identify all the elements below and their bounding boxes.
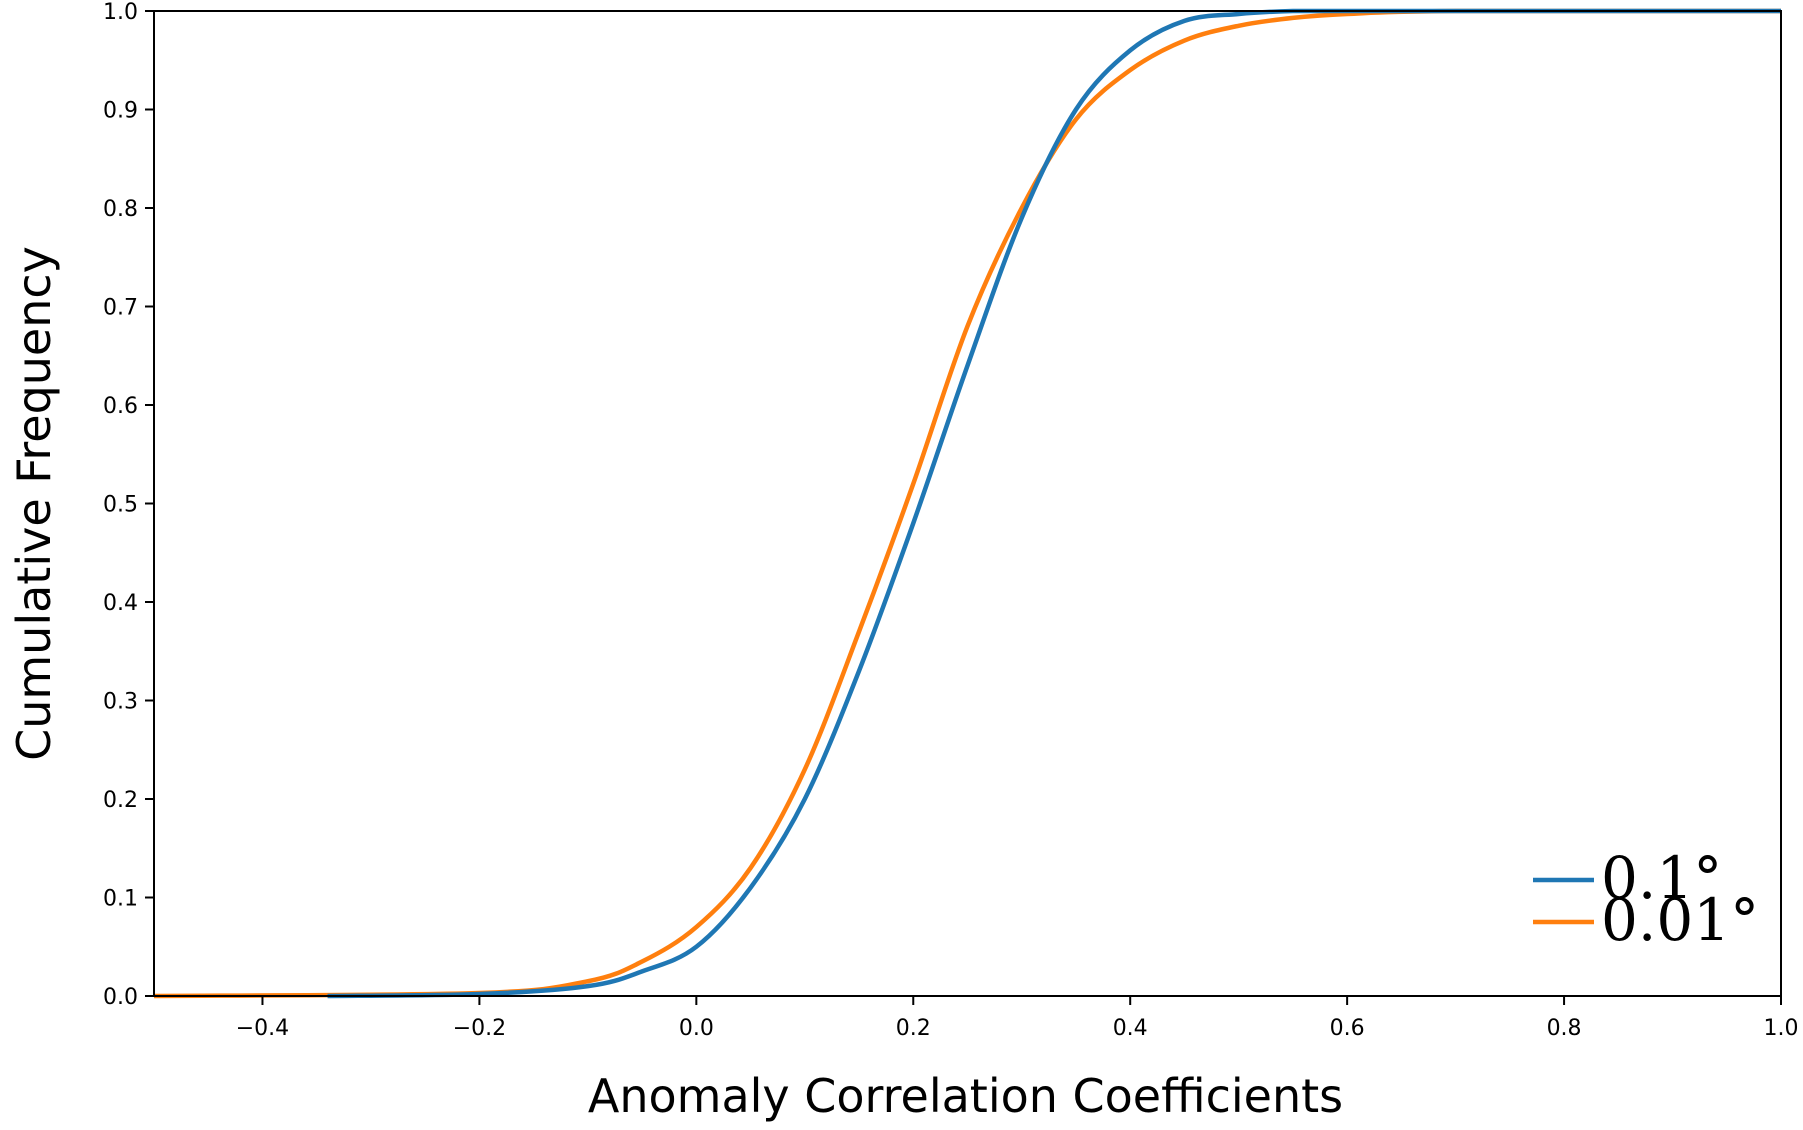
x-axis: −0.4 −0.2 0.0 0.2 0.4 0.6 0.8 1.0 bbox=[236, 996, 1799, 1041]
y-tick-label: 0.7 bbox=[103, 296, 138, 321]
x-tick-label: −0.4 bbox=[236, 1016, 289, 1041]
y-tick-label: 0.0 bbox=[103, 985, 138, 1010]
y-tick-label: 1.0 bbox=[103, 0, 138, 25]
plot-frame bbox=[153, 10, 1782, 997]
y-tick-label: 0.1 bbox=[103, 887, 138, 912]
x-tick-label: 1.0 bbox=[1764, 1016, 1799, 1041]
y-tick-label: 0.6 bbox=[103, 394, 138, 419]
x-tick-label: 0.2 bbox=[896, 1016, 931, 1041]
y-tick-label: 0.2 bbox=[103, 788, 138, 813]
y-tick-label: 0.9 bbox=[103, 99, 138, 124]
y-axis: 0.0 0.1 0.2 0.3 0.4 0.5 0.6 0.7 0.8 0.9 1.0 bbox=[103, 0, 154, 1010]
series-line-1 bbox=[153, 8, 1781, 999]
y-tick-label: 0.8 bbox=[103, 197, 138, 222]
legend: 0.1°0.01° bbox=[1533, 844, 1759, 954]
series-line-0 bbox=[327, 8, 1781, 999]
x-axis-title: Anomaly Correlation Coefficients bbox=[588, 1069, 1343, 1123]
legend-label-0: 0.1° bbox=[1601, 844, 1722, 912]
legend-label-1: 0.01° bbox=[1601, 886, 1759, 954]
x-tick-label: 0.8 bbox=[1547, 1016, 1582, 1041]
x-tick-label: −0.2 bbox=[453, 1016, 506, 1041]
y-tick-label: 0.3 bbox=[103, 690, 138, 715]
x-tick-label: 0.6 bbox=[1330, 1016, 1365, 1041]
y-tick-label: 0.4 bbox=[103, 591, 138, 616]
x-tick-label: 0.4 bbox=[1113, 1016, 1148, 1041]
y-tick-label: 0.5 bbox=[103, 493, 138, 518]
x-tick-label: 0.0 bbox=[679, 1016, 714, 1041]
y-axis-title: Cumulative Frequency bbox=[7, 246, 61, 761]
series-layer bbox=[153, 8, 1781, 999]
